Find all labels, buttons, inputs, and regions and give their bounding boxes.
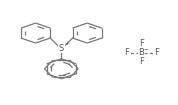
Text: S: S bbox=[59, 44, 64, 53]
Text: F: F bbox=[139, 57, 144, 66]
Text: F: F bbox=[154, 48, 159, 57]
Text: F: F bbox=[124, 48, 129, 57]
Text: B: B bbox=[138, 48, 145, 57]
Text: −: − bbox=[143, 47, 148, 52]
Text: +: + bbox=[64, 41, 70, 46]
Text: F: F bbox=[139, 39, 144, 48]
